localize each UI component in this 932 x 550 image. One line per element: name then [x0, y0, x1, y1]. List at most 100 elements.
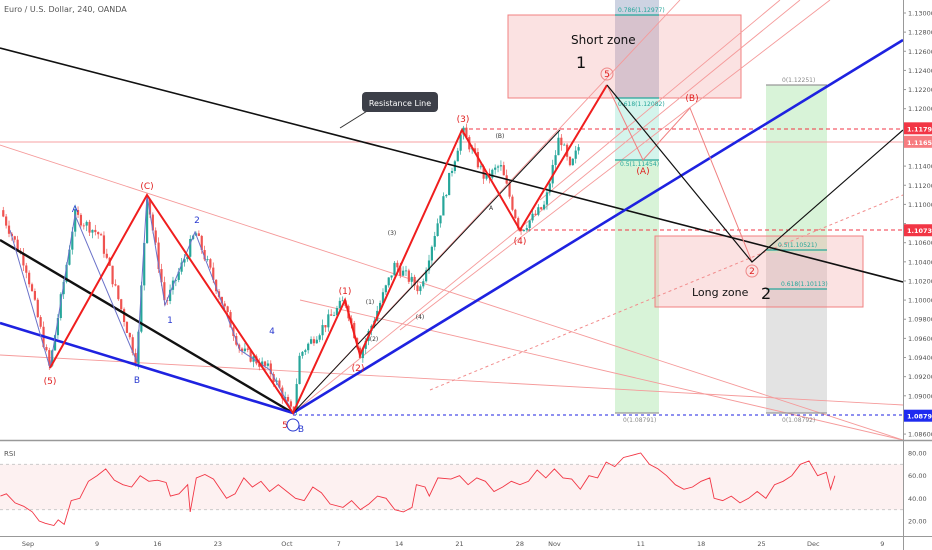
time-tick-label: 28: [516, 540, 524, 548]
candle-up: [298, 355, 301, 385]
fib-zone-right-green: [766, 85, 827, 253]
candle-down: [22, 253, 25, 266]
wave-label: (B): [685, 94, 698, 104]
candle-up: [59, 294, 62, 319]
candle-down: [148, 199, 152, 215]
price-tick-label: 1.12800: [908, 29, 932, 37]
price-tick-label: 1.12600: [908, 48, 932, 56]
candle-up: [427, 260, 431, 271]
candle-up: [295, 384, 298, 411]
black-down-trendline[interactable]: [0, 238, 294, 415]
candle-down: [154, 230, 157, 243]
candle-down: [330, 314, 333, 316]
candle-up: [542, 204, 546, 210]
candle-up: [459, 134, 462, 151]
dotted-trend-line: [429, 194, 904, 391]
candle-up: [341, 300, 344, 302]
wave-label: B: [134, 376, 140, 386]
candle-up: [364, 340, 367, 349]
candle-up: [563, 144, 566, 146]
candle-up: [186, 256, 189, 260]
candle-up: [445, 195, 448, 197]
candle-down: [482, 166, 485, 179]
wave-label: (1): [339, 287, 352, 297]
candle-up: [301, 351, 304, 356]
price-tick-label: 1.10600: [908, 239, 932, 247]
candle-down: [476, 152, 480, 168]
candle-up: [381, 292, 385, 303]
candle-down: [534, 213, 537, 215]
blue-down-trendline[interactable]: [0, 321, 294, 415]
price-axis[interactable]: 1.13000 1.12800 1.12600 1.12400 1.12200 1.120…: [903, 10, 932, 439]
candle-down: [263, 361, 267, 366]
candle-down: [13, 236, 16, 240]
candle-up: [545, 192, 549, 205]
rsi-axis[interactable]: 80.00 60.00 40.00 20.00: [908, 450, 927, 526]
candle-up: [525, 228, 528, 230]
candle-down: [28, 272, 31, 285]
candle-down: [163, 282, 166, 301]
time-axis[interactable]: Sep 9 16 23 Oct 7 14 21 28 Nov 11 18 25 Dec 9: [22, 540, 885, 548]
time-tick-label: Sep: [22, 540, 34, 548]
candle-up: [56, 318, 60, 336]
candle-down: [396, 262, 399, 268]
candle-up: [321, 325, 324, 336]
candle-down: [399, 267, 402, 276]
wave-label: A: [72, 205, 79, 215]
wave-label: 5: [282, 421, 288, 431]
candle-down: [39, 317, 42, 327]
candle-down: [413, 276, 416, 286]
candle-down: [120, 299, 123, 310]
rsi-title: RSI: [4, 450, 15, 458]
candle-up: [387, 277, 390, 286]
candle-up: [51, 350, 54, 366]
short-zone-box[interactable]: [507, 14, 742, 99]
candle-up: [266, 363, 270, 366]
candle-up: [430, 246, 433, 261]
blue-up-trendline[interactable]: [292, 38, 904, 415]
price-tick-label: 1.09200: [908, 373, 932, 381]
candle-down: [278, 380, 281, 388]
candle-down: [99, 234, 103, 236]
candle-up: [243, 348, 247, 352]
price-tick-label: 1.12200: [908, 86, 932, 94]
candle-down: [502, 165, 505, 176]
candle-down: [102, 235, 106, 254]
candle-down: [292, 406, 295, 411]
resistance-callout[interactable]: [362, 92, 438, 112]
circle-marker: [600, 67, 614, 81]
candle-up: [496, 166, 500, 168]
candle-up: [71, 231, 74, 250]
rsi-band: [0, 464, 903, 510]
candle-up: [450, 170, 454, 173]
price-tick-label: 1.11000: [908, 201, 932, 209]
resistance-callout-text: Resistance Line: [369, 99, 431, 108]
candle-up: [65, 264, 68, 282]
candle-down: [258, 363, 261, 367]
blue-wave-labels: A B 1 2 4 B: [72, 205, 304, 435]
fib-label: 0(1.12251): [782, 77, 815, 84]
candle-down: [151, 214, 154, 231]
price-tick-label: 1.11200: [908, 182, 932, 190]
candle-down: [312, 339, 316, 344]
fib-label: 0.5(1.10521): [778, 242, 817, 249]
candle-up: [574, 150, 577, 159]
price-tick-label: 1.09600: [908, 335, 932, 343]
candle-down: [117, 285, 120, 300]
price-tick-label: 1.08600: [908, 431, 932, 439]
long-zone-box[interactable]: [654, 235, 864, 308]
candle-up: [137, 331, 140, 365]
candle-down: [465, 127, 468, 138]
red-wave-labels: (5) (C) (1) (2) (3) (4) 5 (A) (B) 2 5: [44, 70, 755, 431]
wave-label: (5): [44, 377, 57, 387]
resistance-line[interactable]: [0, 47, 904, 283]
rsi-line: [0, 452, 836, 527]
candle-up: [74, 210, 77, 232]
fib-label: 0(1.08792): [782, 417, 815, 424]
candle-down: [128, 332, 131, 338]
price-marker-label: 1.10730: [907, 227, 932, 235]
fib-label: 0.5(1.11454): [620, 161, 659, 168]
candle-up: [448, 172, 451, 196]
candle-up: [62, 281, 65, 295]
